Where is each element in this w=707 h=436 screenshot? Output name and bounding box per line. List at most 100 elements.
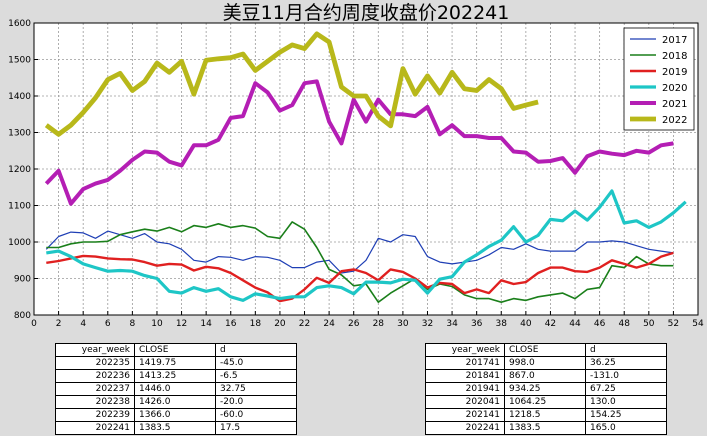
x-tick-label: 0 <box>31 319 37 329</box>
table-cell: 202237 <box>55 382 135 396</box>
table-cell: 202238 <box>55 395 135 409</box>
x-tick-label: 54 <box>692 319 704 329</box>
x-tick-label: 20 <box>274 319 286 329</box>
x-tick-label: 18 <box>250 319 262 329</box>
x-tick-label: 30 <box>397 319 409 329</box>
chart-title: 美豆11月合约周度收盘价202241 <box>223 2 510 24</box>
table-right-header-year-week: year_week <box>425 343 505 357</box>
chart: 美豆11月合约周度收盘价202241 800 900 1000 1100 1200 130… <box>8 2 704 329</box>
x-tick-label: 8 <box>130 319 136 329</box>
table-left-header-year-week: year_week <box>55 343 135 357</box>
y-tick-label: 1400 <box>8 92 31 102</box>
table-cell: 67.25 <box>585 382 667 396</box>
x-tick-label: 40 <box>520 319 532 329</box>
table-row: 201841 867.0 -131.0 <box>425 369 667 383</box>
table-row: 202238 1426.0 -20.0 <box>55 395 297 409</box>
series-line-2022 <box>44 31 539 137</box>
table-cell: -20.0 <box>215 395 297 409</box>
series-line-2020 <box>46 189 687 302</box>
legend-box <box>623 27 695 131</box>
x-tick-label: 52 <box>668 319 679 329</box>
x-tick-label: 10 <box>151 319 163 329</box>
table-cell: 202241 <box>425 421 505 435</box>
table-right: year_week CLOSE d 201741 998.0 36.25 20184… <box>425 343 667 435</box>
table-left-header-row: year_week CLOSE d <box>55 343 297 357</box>
y-tick-label: 1200 <box>8 165 31 175</box>
table-row: 201741 998.0 36.25 <box>425 356 667 370</box>
table-cell: 1218.5 <box>504 408 586 422</box>
table-left: year_week CLOSE d 202235 1419.75 -45.0 202… <box>55 343 297 435</box>
series-line-2019 <box>46 251 674 303</box>
x-tick-label: 46 <box>594 319 606 329</box>
table-right-header-close: CLOSE <box>504 343 586 357</box>
table-cell: 1446.0 <box>134 382 216 396</box>
table-right-header-d: d <box>585 343 667 357</box>
x-tick-label: 42 <box>545 319 556 329</box>
table-cell: 934.25 <box>504 382 586 396</box>
table-cell: 36.25 <box>585 356 667 370</box>
x-tick-label: 14 <box>200 319 212 329</box>
table-row: 202041 1064.25 130.0 <box>425 395 667 409</box>
table-cell: 1419.75 <box>134 356 216 370</box>
table-row: 202241 1383.5 165.0 <box>425 421 667 435</box>
x-tick-label: 12 <box>176 319 187 329</box>
x-tick-label: 32 <box>422 319 433 329</box>
x-tick-label: 26 <box>348 319 360 329</box>
y-tick-label: 1100 <box>8 202 31 212</box>
legend-label: 2018 <box>662 51 687 62</box>
x-tick-label: 6 <box>105 319 111 329</box>
table-cell: -131.0 <box>585 369 667 383</box>
table-cell: 154.25 <box>585 408 667 422</box>
table-cell: 998.0 <box>504 356 586 370</box>
table-cell: 202236 <box>55 369 135 383</box>
legend: 2017 2018 2019 2020 2021 2022 <box>623 27 695 131</box>
x-tick-label: 50 <box>643 319 655 329</box>
table-row: 201941 934.25 67.25 <box>425 382 667 396</box>
table-row: 202239 1366.0 -60.0 <box>55 408 297 422</box>
x-tick-label: 28 <box>373 319 385 329</box>
x-tick-label: 44 <box>569 319 581 329</box>
table-cell: 202041 <box>425 395 505 409</box>
x-tick-label: 22 <box>299 319 310 329</box>
table-cell: 1383.5 <box>134 421 216 435</box>
table-cell: 201941 <box>425 382 505 396</box>
x-tick-label: 16 <box>225 319 237 329</box>
table-cell: -45.0 <box>215 356 297 370</box>
table-cell: 202141 <box>425 408 505 422</box>
table-cell: 32.75 <box>215 382 297 396</box>
table-left-header-d: d <box>215 343 297 357</box>
table-right-header-row: year_week CLOSE d <box>425 343 667 357</box>
table-cell: 201841 <box>425 369 505 383</box>
table-cell: 867.0 <box>504 369 586 383</box>
table-cell: 202239 <box>55 408 135 422</box>
table-row: 202141 1218.5 154.25 <box>425 408 667 422</box>
x-tick-label: 2 <box>56 319 62 329</box>
table-row: 202236 1413.25 -6.5 <box>55 369 297 383</box>
legend-label: 2020 <box>662 83 687 94</box>
y-tick-label: 1000 <box>8 238 31 248</box>
y-tick-label: 1300 <box>8 129 31 139</box>
table-cell: 201741 <box>425 356 505 370</box>
y-tick-label: 1600 <box>8 19 31 29</box>
legend-label: 2021 <box>662 99 687 110</box>
table-cell: 202235 <box>55 356 135 370</box>
x-tick-label: 48 <box>618 319 630 329</box>
series-line-2021 <box>44 79 674 206</box>
x-tick-label: 24 <box>323 319 335 329</box>
series-lines <box>44 31 687 304</box>
table-cell: 165.0 <box>585 421 667 435</box>
table-row: 202235 1419.75 -45.0 <box>55 356 297 370</box>
legend-label: 2022 <box>662 115 687 126</box>
x-tick-label: 34 <box>446 319 458 329</box>
table-row: 202237 1446.0 32.75 <box>55 382 297 396</box>
table-cell: 1413.25 <box>134 369 216 383</box>
x-tick-label: 4 <box>80 319 86 329</box>
table-cell: -6.5 <box>215 369 297 383</box>
table-cell: 17.5 <box>215 421 297 435</box>
y-tick-label: 900 <box>14 275 31 285</box>
table-cell: 1366.0 <box>134 408 216 422</box>
series-line-2018 <box>46 221 674 304</box>
series-line-2017 <box>45 230 674 274</box>
table-cell: 1383.5 <box>504 421 586 435</box>
